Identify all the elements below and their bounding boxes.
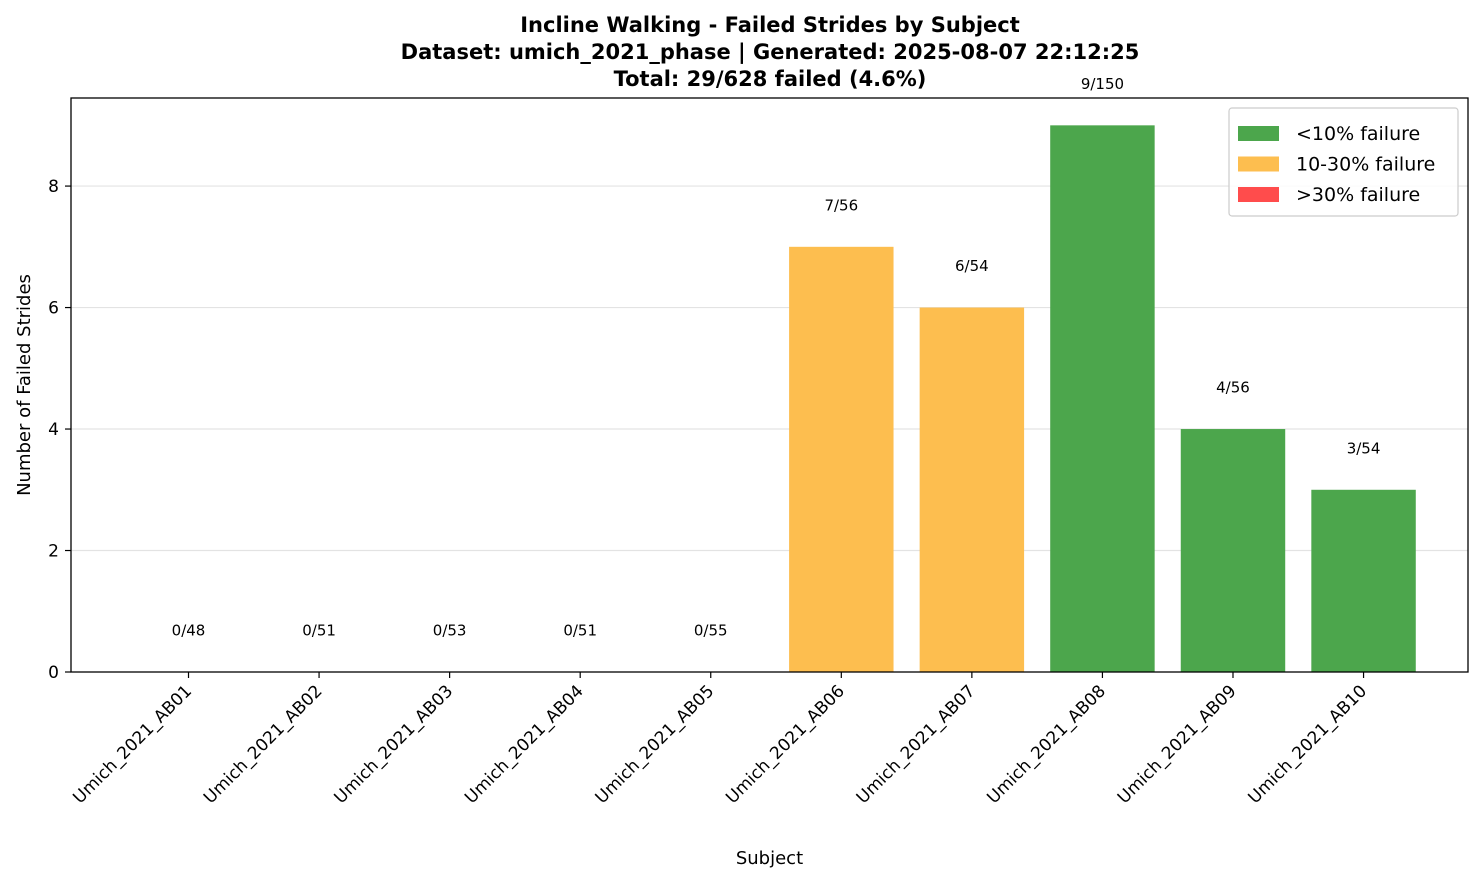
- bar-value-label: 4/56: [1216, 379, 1250, 397]
- chart-title-line-3: Total: 29/628 failed (4.6%): [614, 67, 927, 91]
- x-tick-label: Umich_2021_AB08: [983, 681, 1110, 808]
- x-tick-label: Umich_2021_AB02: [200, 681, 327, 808]
- legend-entry-label: 10-30% failure: [1296, 154, 1435, 176]
- x-tick-label: Umich_2021_AB09: [1114, 681, 1241, 808]
- y-tick-label: 0: [48, 663, 59, 683]
- bar: [789, 246, 894, 672]
- y-tick-label: 8: [48, 177, 59, 197]
- bars: [789, 125, 1416, 673]
- bar-value-label: 9/150: [1081, 75, 1124, 93]
- y-axis-ticks: 0 2 4 6 8: [48, 177, 71, 683]
- bar-value-label: 7/56: [824, 196, 858, 214]
- bar-value-label: 0/51: [563, 622, 597, 640]
- bar-value-label: 0/51: [302, 622, 336, 640]
- x-tick-label: Umich_2021_AB06: [722, 681, 849, 808]
- bar-value-label: 0/48: [172, 622, 206, 640]
- x-axis-ticks: Umich_2021_AB01 Umich_2021_AB02 Umich_2021…: [69, 672, 1371, 808]
- x-tick-label: Umich_2021_AB04: [461, 681, 588, 808]
- bar: [919, 307, 1025, 672]
- y-tick-label: 4: [48, 420, 59, 440]
- y-tick-label: 2: [48, 542, 59, 562]
- legend-entry-label: <10% failure: [1296, 123, 1420, 145]
- legend-swatch: [1238, 126, 1279, 141]
- legend-swatch: [1238, 156, 1279, 172]
- bar-value-label: 3/54: [1347, 439, 1381, 457]
- bar-value-labels: 0/48 0/51 0/53 0/51 0/55 7/56 6/54 9/150 4/56 3/5…: [172, 75, 1381, 640]
- bar-value-label: 0/55: [694, 622, 728, 640]
- x-tick-label: Umich_2021_AB07: [853, 681, 980, 808]
- x-tick-label: Umich_2021_AB01: [69, 681, 196, 808]
- bar: [1311, 489, 1416, 672]
- x-tick-label: Umich_2021_AB10: [1244, 681, 1371, 808]
- chart-title: Incline Walking - Failed Strides by Subj…: [401, 13, 1140, 91]
- x-tick-label: Umich_2021_AB03: [331, 681, 458, 808]
- bar-value-label: 6/54: [955, 257, 989, 275]
- x-axis-label: Subject: [736, 848, 803, 869]
- legend: <10% failure 10-30% failure >30% failure: [1228, 107, 1459, 217]
- x-tick-label: Umich_2021_AB05: [592, 681, 719, 808]
- legend-swatch: [1238, 187, 1279, 202]
- chart-title-line-1: Incline Walking - Failed Strides by Subj…: [520, 13, 1020, 37]
- legend-box: [1228, 107, 1459, 217]
- plot-frame: [70, 97, 1469, 673]
- bar: [1180, 429, 1286, 672]
- chart-title-line-2: Dataset: umich_2021_phase | Generated: 2…: [401, 40, 1140, 65]
- legend-entry-label: >30% failure: [1296, 184, 1420, 206]
- y-axis-label: Number of Failed Strides: [14, 274, 35, 496]
- bar-value-label: 0/53: [433, 622, 467, 640]
- y-tick-label: 6: [48, 299, 59, 319]
- bar: [1050, 125, 1155, 673]
